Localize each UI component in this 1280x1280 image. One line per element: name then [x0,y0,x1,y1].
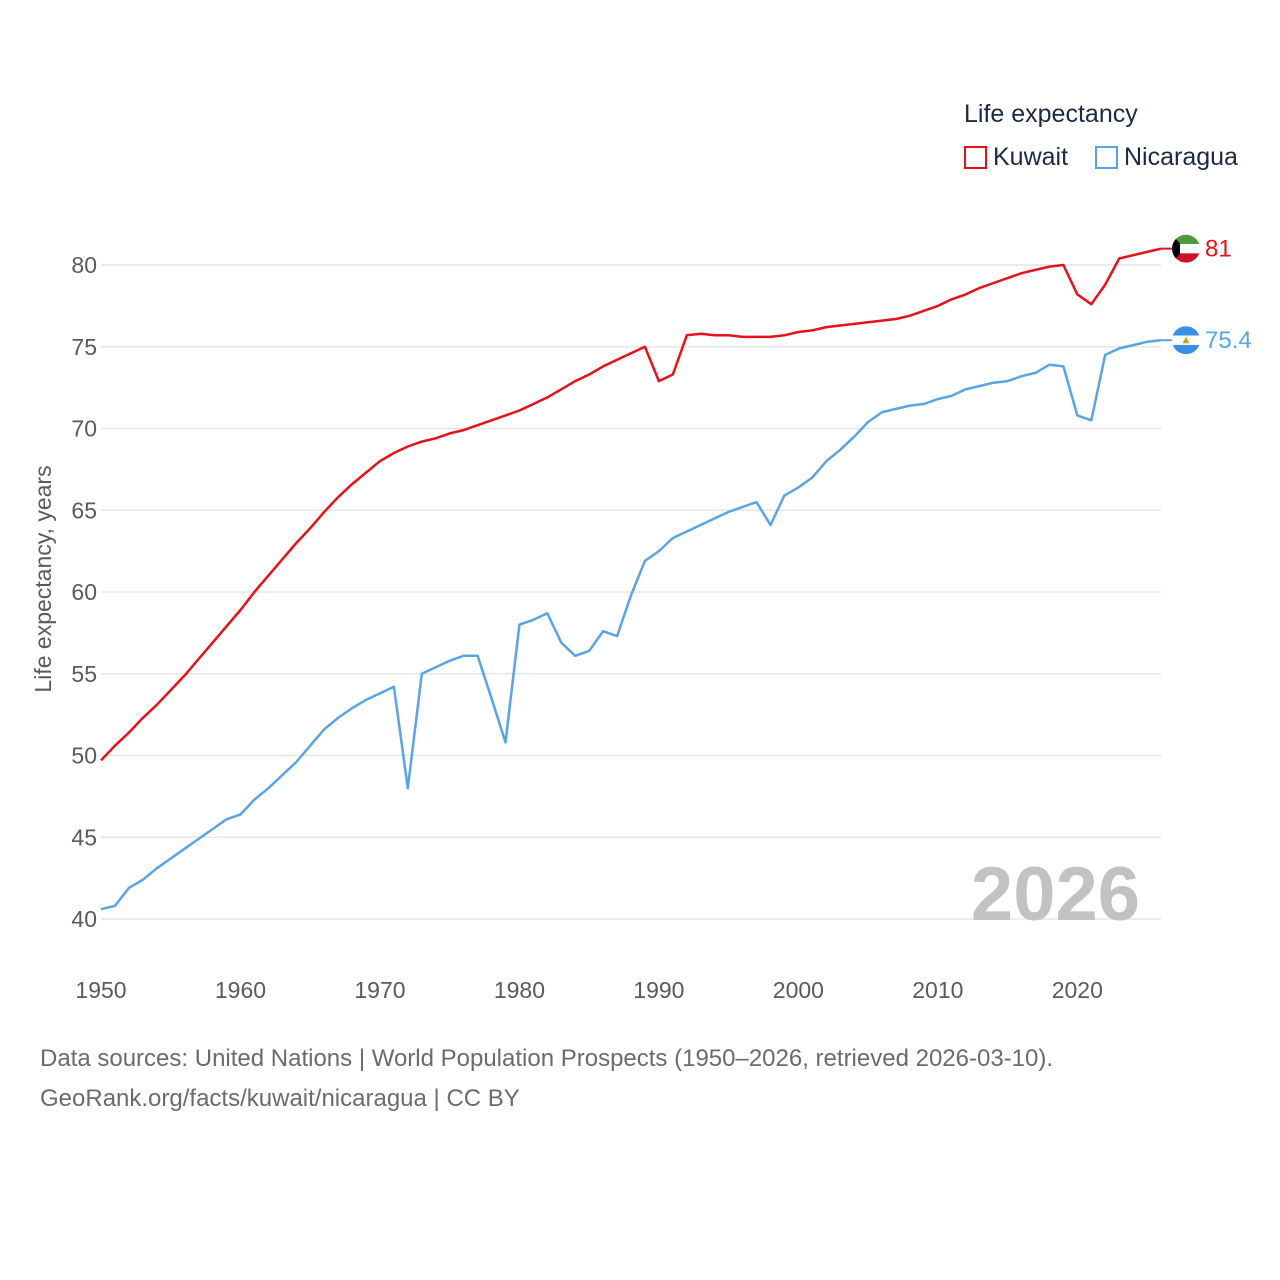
x-axis-ticks: 1950 1960 1970 1980 1990 2000 2010 2020 [75,977,1102,1003]
legend-label-kuwait: Kuwait [993,142,1069,171]
kuwait-flag-icon [1172,234,1200,263]
x-tick-label: 1960 [215,977,266,1003]
x-tick-label: 2010 [912,977,963,1003]
y-axis-ticks: 40 45 50 55 60 65 70 75 80 [71,252,97,932]
legend-item-nicaragua[interactable]: Nicaragua [1095,141,1238,173]
y-tick-label: 50 [71,743,97,769]
legend-title: Life expectancy [964,100,1138,128]
y-tick-label: 75 [71,334,97,360]
y-tick-label: 40 [71,906,97,932]
y-tick-label: 60 [71,579,97,605]
series-lines [100,247,1162,911]
data-source-text: Data sources: United Nations | World Pop… [40,1045,1054,1072]
series-line-kuwait [100,247,1162,762]
x-tick-label: 1970 [354,977,405,1003]
end-value-label-nicaragua: 75.4 [1205,327,1252,354]
y-tick-label: 65 [71,497,97,523]
series-line-nicaragua [100,338,1162,911]
y-axis-label: Life expectancy, years [30,465,56,692]
legend-label-nicaragua: Nicaragua [1124,142,1238,171]
nicaragua-flag-icon [1172,326,1200,355]
x-tick-label: 2000 [773,977,824,1003]
y-tick-label: 45 [71,824,97,850]
legend-swatch-nicaragua [1095,145,1118,169]
x-tick-label: 2020 [1052,977,1103,1003]
series-end-markers: 81 75.4 [1161,234,1252,355]
y-tick-label: 80 [71,252,97,278]
source-link[interactable]: GeoRank.org/facts/kuwait/nicaragua | CC … [40,1085,520,1112]
x-tick-label: 1980 [494,977,545,1003]
y-tick-label: 70 [71,416,97,442]
end-value-label-kuwait: 81 [1205,236,1232,263]
legend-item-kuwait[interactable]: Kuwait [964,141,1068,173]
x-tick-label: 1990 [633,977,684,1003]
current-year-label: 2026 [971,852,1140,937]
x-tick-label: 1950 [75,977,126,1003]
legend-swatch-kuwait [964,145,987,169]
y-tick-label: 55 [71,661,97,687]
